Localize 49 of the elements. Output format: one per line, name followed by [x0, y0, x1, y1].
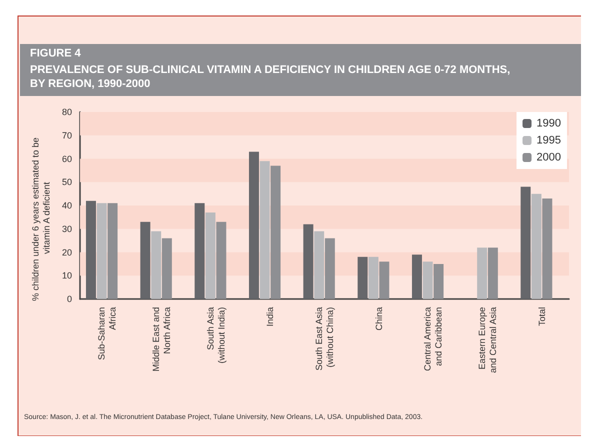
- x-tick-label: Middle East and North Africa: [151, 307, 172, 372]
- bar: [96, 203, 107, 299]
- bar: [368, 256, 378, 299]
- legend-label: 1990: [536, 118, 562, 130]
- bar: [248, 152, 259, 299]
- x-tick-label: Total: [536, 307, 547, 326]
- x-tick-label: Central America and Caribbean: [422, 307, 444, 372]
- x-tick-label: Sub-Saharan Africa: [96, 307, 118, 360]
- chart-title: FIGURE 4: [30, 48, 82, 60]
- bar: [314, 231, 324, 299]
- bar: [303, 224, 314, 299]
- legend-label: 1995: [536, 134, 562, 146]
- bar: [162, 238, 172, 299]
- y-tick-label: 50: [62, 177, 72, 188]
- bar: [379, 262, 390, 299]
- bar: [520, 186, 531, 299]
- x-tick-label: South East Asia (without China): [314, 307, 335, 371]
- bar: [324, 238, 335, 299]
- y-tick-label: 0: [66, 294, 72, 304]
- y-tick-label: 10: [62, 270, 72, 281]
- y-tick-label: 60: [62, 154, 72, 164]
- y-tick-label: 30: [62, 224, 72, 234]
- bar: [216, 222, 226, 299]
- x-tick-label: South Asia (without India): [205, 307, 226, 364]
- bar: [488, 248, 498, 299]
- bar: [205, 212, 216, 299]
- bar: [531, 194, 542, 299]
- y-tick-label: 40: [62, 200, 72, 210]
- y-axis-title: % children under 6 years estimated to be vitamin A deficient: [30, 134, 52, 302]
- bar: [108, 203, 118, 299]
- y-tick-label: 70: [62, 130, 72, 140]
- bar: [151, 231, 162, 299]
- bar: [140, 222, 150, 299]
- y-tick-label: 80: [62, 107, 72, 117]
- chart-subtitle: PREVALENCE OF SUB-CLINICAL VITAMIN A DEFICIENCY IN CHILDREN AGE 0-72 MONTHS, BY REGION, 1990-2000: [30, 64, 510, 90]
- x-tick-label: India: [265, 307, 276, 327]
- bar: [477, 248, 488, 299]
- legend-label: 2000: [536, 152, 562, 164]
- bar: [260, 161, 270, 299]
- y-tick-label: 20: [62, 247, 72, 258]
- bar: [542, 198, 552, 299]
- bar: [86, 200, 96, 299]
- bar: [270, 166, 281, 299]
- x-tick-label: China: [374, 307, 384, 331]
- bar: [358, 256, 368, 299]
- bar: [194, 203, 205, 299]
- bar: [422, 262, 433, 299]
- bar: [412, 254, 422, 299]
- bar: [434, 264, 444, 299]
